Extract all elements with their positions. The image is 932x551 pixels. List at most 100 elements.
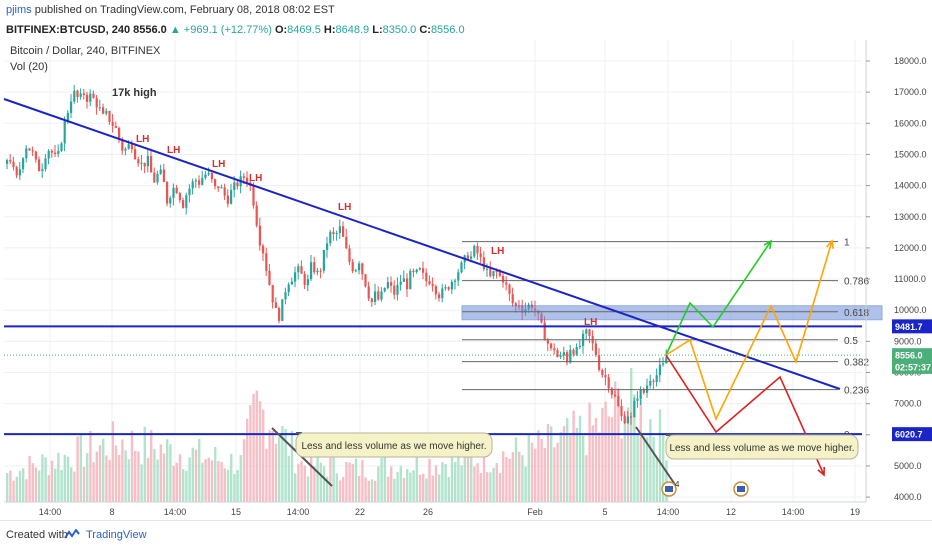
volume-bar (383, 457, 386, 502)
volume-bar (326, 476, 329, 502)
candle-body (479, 253, 482, 258)
volume-bar (607, 416, 610, 502)
candle-body (303, 273, 306, 285)
candle-body (73, 90, 76, 102)
candle-body (198, 180, 201, 185)
open-label: O: (274, 24, 288, 36)
volume-bar (550, 426, 553, 502)
volume-bar (127, 459, 130, 502)
price-tick-label: 14000.0 (894, 181, 927, 191)
volume-bar (594, 418, 598, 502)
neutral-projection-arrow-head (826, 239, 835, 250)
volume-bar (300, 460, 303, 502)
candle-body (60, 143, 63, 151)
candle-body (498, 271, 501, 276)
volume-bar (134, 450, 137, 502)
lower-high-label: LH (491, 246, 504, 257)
volume-bar (175, 462, 178, 502)
volume-bar (25, 479, 28, 502)
time-tick-label: Feb (527, 507, 543, 517)
volume-bar (399, 465, 402, 502)
candle-body (143, 162, 146, 167)
candle-body (201, 177, 204, 185)
candle-body (434, 286, 437, 295)
volume-bar (252, 393, 255, 502)
volume-bar (412, 470, 415, 502)
volume-bar (460, 465, 463, 502)
volume-callout-left-text: Less and less volume as we move higher. (301, 441, 486, 452)
volume-bar (226, 469, 230, 502)
volume-bar (143, 426, 146, 502)
price-badge (892, 359, 932, 374)
high-label: H: (323, 24, 336, 36)
neutral-projection-arrow (665, 240, 833, 422)
price-badge-label: 02:57:37 (895, 362, 931, 372)
volume-bar (431, 475, 434, 502)
candle-body (422, 268, 425, 273)
volume-bar (639, 395, 642, 502)
volume-bar (492, 467, 495, 502)
volume-bar (534, 448, 537, 502)
low-label: L: (372, 24, 383, 36)
candle-body (178, 193, 181, 201)
candle-body (415, 269, 418, 273)
time-tick-label: 22 (355, 507, 365, 517)
candle-body (140, 162, 143, 164)
candle-body (511, 294, 514, 304)
volume-bar (230, 453, 233, 502)
volume-bar (198, 438, 201, 502)
volume-bar (310, 449, 313, 502)
volume-bar (92, 462, 95, 502)
volume-bar (182, 468, 185, 502)
volume-bar (655, 457, 658, 502)
candle-body (82, 93, 85, 95)
volume-bar (207, 457, 210, 502)
candle-body (204, 174, 207, 178)
volume-bar (428, 458, 431, 502)
volume-bar (322, 466, 326, 502)
candle-body (658, 364, 661, 376)
volume-bar (274, 443, 278, 502)
candle-body (319, 270, 322, 272)
volume-bar (444, 464, 447, 502)
candle-body (338, 226, 341, 233)
candle-body (191, 181, 194, 189)
volume-bar (527, 433, 530, 502)
price-tick-label: 18000.0 (894, 56, 927, 66)
candle-body (572, 349, 575, 355)
author-link[interactable]: pjims (6, 4, 32, 16)
tradingview-brand-link[interactable]: TradingView (86, 529, 147, 541)
candle-body (348, 248, 351, 262)
volume-bar (588, 402, 591, 502)
candle-body (127, 144, 130, 149)
candle-body (194, 180, 197, 182)
volume-bar (220, 461, 223, 502)
candle-body (284, 292, 287, 300)
volume-bar (454, 462, 457, 502)
candle-body (444, 287, 447, 289)
candle-body (242, 176, 245, 178)
candle-body (121, 139, 124, 151)
volume-bar (319, 462, 322, 502)
low-value: 8350.0 (382, 24, 417, 36)
volume-bar (530, 442, 534, 502)
volume-bar (316, 453, 319, 502)
high-annotation: 17k high (112, 87, 157, 99)
time-tick-label: 14:00 (657, 507, 680, 517)
candle-body (370, 298, 373, 303)
price-tick-label: 4000.0 (894, 492, 922, 502)
candle-body (70, 101, 73, 113)
volume-bar (41, 454, 44, 502)
fib-level-label: 0.618 (844, 308, 869, 319)
volume-bar (262, 409, 265, 502)
volume-bar (502, 451, 505, 502)
candle-body (447, 287, 450, 290)
volume-bar (159, 444, 162, 502)
price-tick-label: 5000.0 (894, 461, 922, 471)
volume-bar (393, 478, 396, 502)
candle-body (601, 369, 604, 376)
volume-callout-left-box (295, 432, 493, 458)
volume-bar (553, 447, 556, 502)
candle-body (642, 389, 645, 393)
